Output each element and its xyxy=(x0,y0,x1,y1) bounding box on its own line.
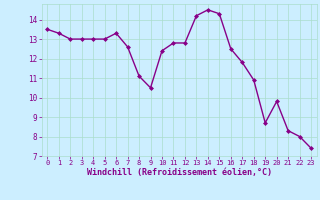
X-axis label: Windchill (Refroidissement éolien,°C): Windchill (Refroidissement éolien,°C) xyxy=(87,168,272,177)
